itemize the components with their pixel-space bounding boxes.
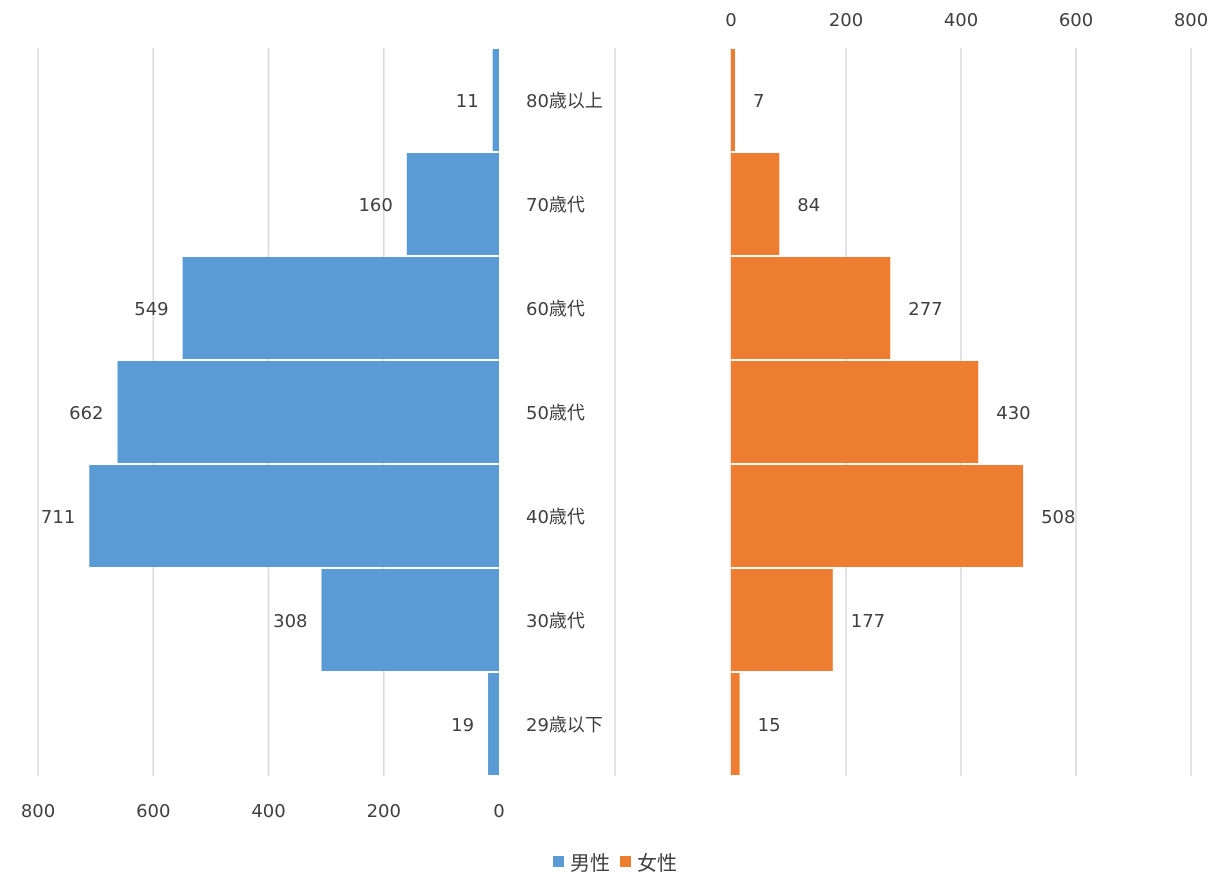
data-label-female: 15	[758, 715, 781, 736]
category-label: 29歳以下	[526, 715, 603, 736]
category-label: 30歳代	[526, 611, 585, 632]
legend-swatch-female	[620, 855, 631, 867]
data-label-male: 160	[358, 195, 392, 216]
category-label: 80歳以上	[526, 91, 603, 112]
bar-female	[731, 257, 891, 359]
category-label: 50歳代	[526, 403, 585, 424]
category-label: 70歳代	[526, 195, 585, 216]
bar-female	[731, 153, 780, 255]
right-axis-tick-label: 400	[944, 10, 978, 31]
data-label-male: 19	[451, 715, 474, 736]
right-axis-tick-label: 600	[1059, 10, 1093, 31]
data-label-male: 711	[41, 507, 75, 528]
data-label-male: 308	[273, 611, 307, 632]
left-axis-tick-label: 200	[367, 801, 401, 822]
left-axis-tick-label: 0	[493, 801, 504, 822]
category-label: 40歳代	[526, 507, 585, 528]
data-label-female: 277	[908, 299, 942, 320]
legend-item-male: 男性	[553, 847, 610, 876]
bar-male	[89, 465, 499, 567]
bar-male	[321, 569, 499, 671]
left-axis-tick-label: 600	[136, 801, 170, 822]
bar-female	[731, 673, 740, 775]
bar-male	[406, 153, 499, 255]
labels: 800 600 400 200 0 0 200 400 600 800 11 7 80歳以上 160 84 7…	[21, 10, 1208, 822]
legend-label-male: 男性	[570, 850, 610, 875]
right-axis-tick-label: 200	[829, 10, 863, 31]
category-label: 60歳代	[526, 299, 585, 320]
right-axis-tick-label: 0	[725, 10, 736, 31]
left-axis-tick-label: 800	[21, 801, 55, 822]
bar-female	[731, 465, 1024, 567]
bar-female	[731, 49, 736, 151]
bar-female	[731, 569, 833, 671]
data-label-male: 11	[456, 91, 479, 112]
data-label-female: 7	[753, 91, 764, 112]
right-axis-tick-label: 800	[1174, 10, 1208, 31]
left-axis-tick-label: 400	[251, 801, 285, 822]
legend: 男性 女性	[0, 846, 1230, 876]
bar-male	[492, 49, 499, 151]
legend-swatch-male	[553, 855, 564, 867]
data-label-male: 549	[134, 299, 168, 320]
bar-female	[731, 361, 979, 463]
legend-label-female: 女性	[637, 850, 677, 875]
legend-item-female: 女性	[620, 847, 677, 876]
data-label-female: 84	[797, 195, 820, 216]
data-label-female: 430	[996, 403, 1030, 424]
data-label-male: 662	[69, 403, 103, 424]
data-label-female: 508	[1041, 507, 1075, 528]
bars	[89, 49, 1024, 775]
data-label-female: 177	[851, 611, 885, 632]
bar-male	[117, 361, 500, 463]
bar-male	[488, 673, 499, 775]
bar-male	[182, 257, 500, 359]
